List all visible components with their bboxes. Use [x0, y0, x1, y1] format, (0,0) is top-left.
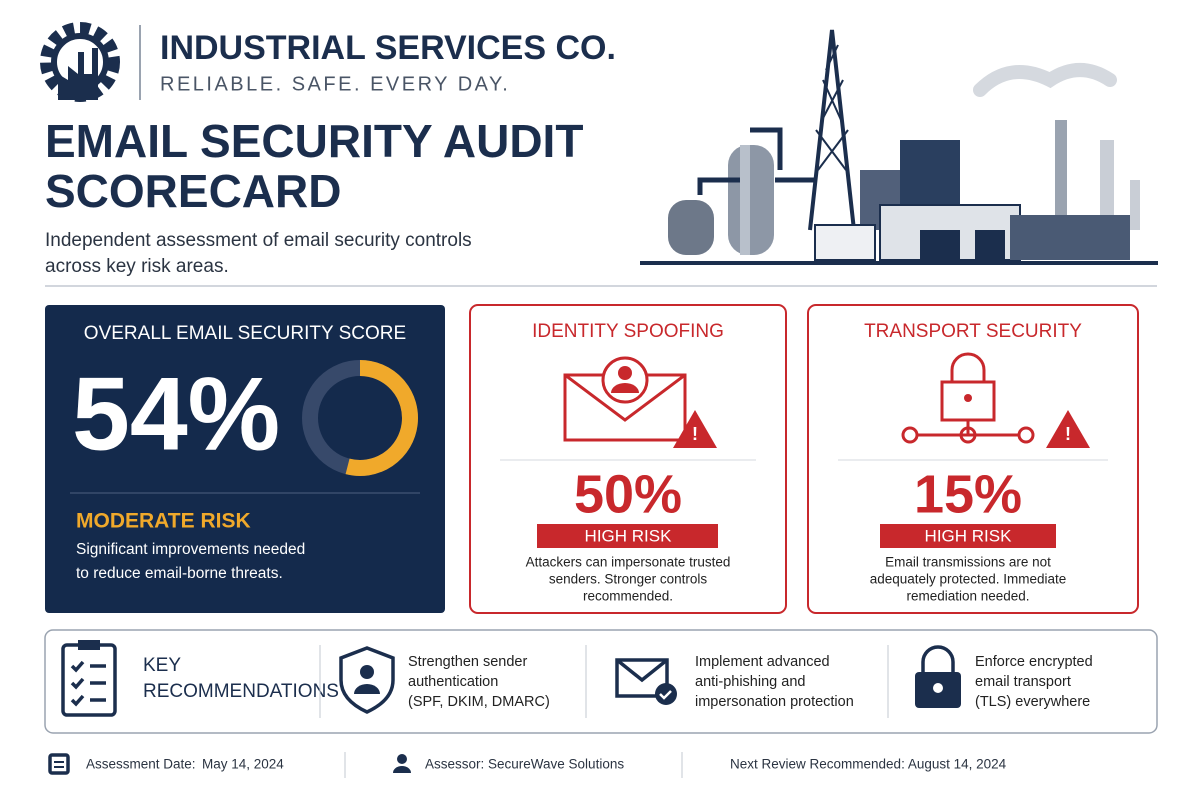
title: SCORECARD — [45, 165, 341, 217]
card-description: recommended. — [583, 589, 673, 604]
card-risk: HIGH RISK — [585, 526, 673, 545]
overall-score: 54% — [72, 356, 280, 472]
next-review: Next Review Recommended: August 14, 2024 — [730, 757, 1007, 772]
card-title: TRANSPORT SECURITY — [864, 321, 1082, 342]
illustration — [640, 29, 1158, 265]
company: INDUSTRIAL SERVICES CO. — [160, 29, 616, 67]
card-risk: HIGH RISK — [925, 526, 1013, 545]
card-description: remediation needed. — [906, 589, 1029, 604]
recommendation: (TLS) everywhere — [975, 694, 1090, 710]
recommendation: impersonation protection — [695, 694, 854, 710]
card-score: 50% — [574, 464, 682, 524]
card-description: Email transmissions are not — [885, 555, 1051, 570]
recommendation: Implement advanced — [695, 654, 830, 670]
recommendation: Enforce encrypted — [975, 654, 1093, 670]
title: EMAIL SECURITY AUDIT — [45, 115, 583, 167]
card-description: senders. Stronger controls — [549, 572, 708, 587]
overall-description: to reduce email-borne threats. — [76, 565, 283, 582]
overall-heading: OVERALL EMAIL SECURITY SCORE — [84, 323, 406, 344]
recommendation: anti-phishing and — [695, 674, 805, 690]
overall-description: Significant improvements needed — [76, 541, 305, 558]
card: TRANSPORT SECURITY ! 15% HIGH RISK Email… — [807, 304, 1139, 614]
footer: Assessment Date: May 14, 2024 Assessor: … — [48, 752, 1007, 778]
donut-arc — [345, 360, 418, 476]
assessment-label: Assessment Date: — [86, 757, 196, 772]
recommendation: (SPF, DKIM, DMARC) — [408, 694, 550, 710]
card-score: 15% — [914, 464, 1022, 524]
overall-risk: MODERATE RISK — [76, 510, 251, 533]
card: IDENTITY SPOOFING ! 50% HIGH RISK Attack… — [469, 304, 787, 614]
recommendations-heading: KEY — [143, 655, 181, 676]
recommendation: email transport — [975, 674, 1071, 690]
assessor: Assessor: SecureWave Solutions — [425, 757, 624, 772]
assessment-date: May 14, 2024 — [202, 757, 284, 772]
recommendations: KEY RECOMMENDATIONS Strengthen sender au… — [44, 629, 1158, 734]
card-description: Attackers can impersonate trusted — [526, 555, 731, 570]
subtitle: Independent assessment of email security… — [45, 230, 472, 251]
recommendation: authentication — [408, 674, 498, 690]
card-title: IDENTITY SPOOFING — [532, 321, 724, 342]
subtitle: across key risk areas. — [45, 256, 229, 277]
recommendation: Strengthen sender — [408, 654, 527, 670]
svg-text:!: ! — [1065, 424, 1071, 444]
logo — [40, 22, 120, 102]
svg-text:!: ! — [692, 424, 698, 444]
overall-panel — [45, 305, 445, 613]
card-description: adequately protected. Immediate — [870, 572, 1067, 587]
tagline: RELIABLE. SAFE. EVERY DAY. — [160, 73, 510, 95]
recommendations-heading: RECOMMENDATIONS — [143, 681, 339, 702]
